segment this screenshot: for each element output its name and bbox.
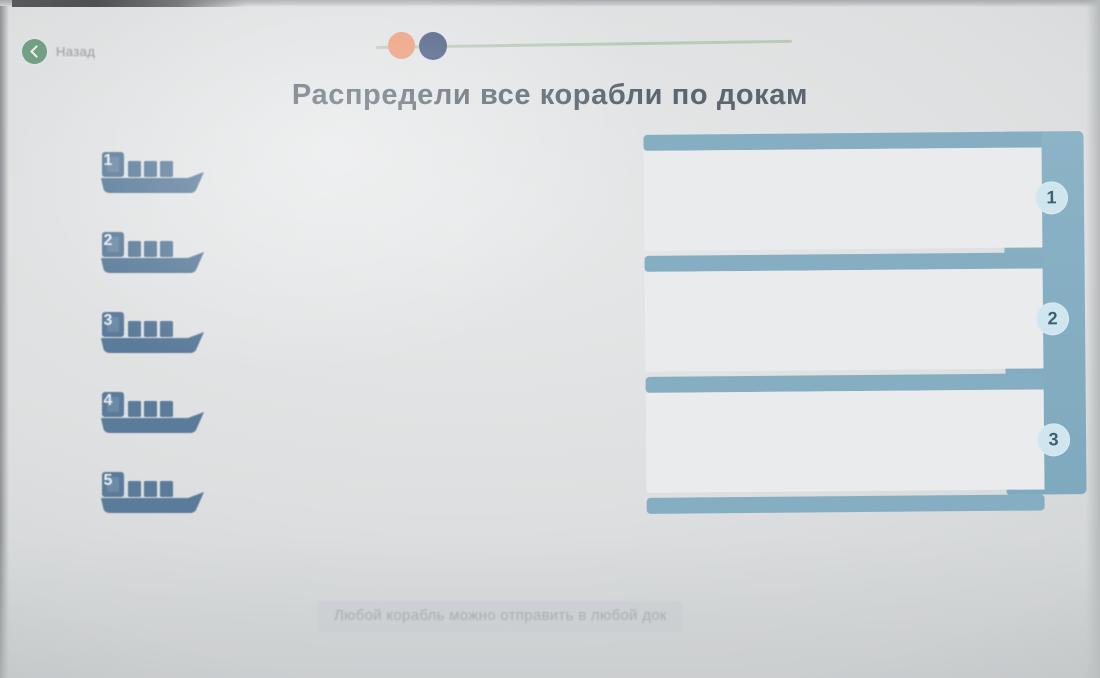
ship-number-label: 4 (103, 392, 113, 409)
ship-silhouette-icon (101, 392, 204, 433)
hint-text: Любой корабль можно отправить в любой до… (318, 601, 683, 632)
ship-icon: 4 (100, 390, 208, 436)
ship-icon: 5 (100, 470, 208, 516)
progress-indicator (375, 32, 792, 60)
ship-silhouette-icon (101, 232, 204, 273)
chevron-left-icon (22, 39, 47, 64)
dock-number-badge: 1 (1034, 181, 1069, 215)
monitor-bezel-left (0, 6, 9, 678)
dock-slot[interactable] (645, 389, 1045, 493)
ship-item[interactable]: 4 (100, 390, 260, 470)
dock-number-badge: 3 (1036, 423, 1071, 457)
progress-step-completed[interactable] (388, 32, 415, 59)
dock-number-badge: 2 (1035, 302, 1070, 336)
ship-item[interactable]: 3 (100, 310, 260, 390)
back-button[interactable]: Назад (22, 39, 95, 64)
ship-item[interactable]: 5 (100, 470, 260, 550)
monitor-bezel-top (0, 0, 1100, 7)
ship-icon: 2 (100, 230, 208, 276)
dock-slot[interactable] (643, 147, 1043, 251)
page-title: Распредели все корабли по докам (291, 79, 809, 111)
ship-item[interactable]: 1 (100, 150, 260, 230)
ship-item[interactable]: 2 (100, 230, 260, 310)
monitor-bezel-smudge (12, 0, 247, 7)
ship-number-label: 2 (103, 232, 113, 249)
ship-number-label: 1 (103, 152, 113, 169)
ship-icon: 1 (100, 150, 208, 196)
ship-silhouette-icon (101, 152, 204, 193)
ship-silhouette-icon (101, 312, 204, 353)
ship-icon: 3 (100, 310, 208, 356)
docks-container: 1 2 3 (643, 131, 1087, 514)
ship-number-label: 5 (103, 472, 113, 489)
dock-slot[interactable] (644, 268, 1044, 372)
back-button-label: Назад (56, 44, 96, 59)
ship-number-label: 3 (103, 312, 113, 329)
ships-list: 1 2 3 4 5 (100, 150, 260, 550)
monitor-bezel-right (1086, 0, 1100, 678)
progress-step-current[interactable] (419, 32, 447, 60)
ship-silhouette-icon (101, 472, 204, 513)
